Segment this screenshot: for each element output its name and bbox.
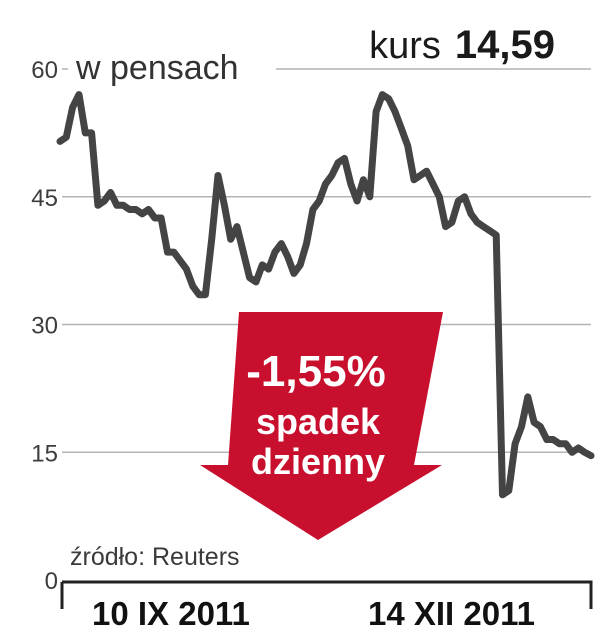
source-note: źródło: Reuters <box>70 543 240 571</box>
x-label-end: 14 XII 2011 <box>368 595 535 632</box>
y-tick-60: 60 <box>31 57 58 84</box>
decline-arrow: -1,55% spadek dzienny <box>200 312 443 540</box>
arrow-text-line2: dzienny <box>251 441 385 482</box>
arrow-shape <box>200 312 443 540</box>
price-line <box>56 91 595 499</box>
y-tick-45: 45 <box>31 185 58 212</box>
x-axis-bracket <box>60 580 593 609</box>
arrow-text-line1: spadek <box>256 401 381 442</box>
current-price: kurs 14,59 <box>369 23 555 67</box>
price-value: 14,59 <box>455 23 555 67</box>
y-tick-15: 15 <box>31 440 58 467</box>
unit-label-backdrop <box>68 44 276 90</box>
x-label-start: 10 IX 2011 <box>92 595 250 632</box>
y-tick-0: 0 <box>45 568 58 595</box>
daily-change-value: -1,55% <box>246 347 385 396</box>
price-label: kurs <box>369 25 441 67</box>
y-axis-unit-label: w pensach <box>75 49 239 87</box>
y-tick-labels: 0 15 30 45 60 <box>31 57 58 595</box>
y-tick-30: 30 <box>31 313 58 340</box>
